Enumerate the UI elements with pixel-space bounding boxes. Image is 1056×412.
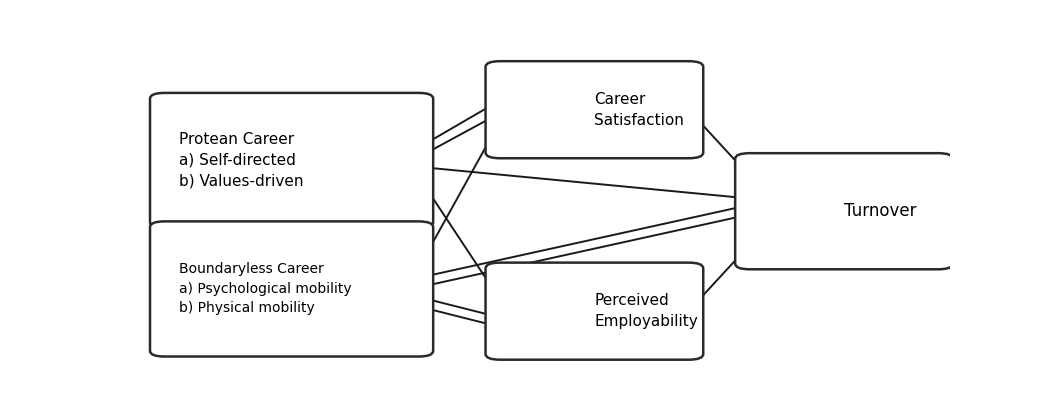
- Text: Protean Career
a) Self-directed
b) Values-driven: Protean Career a) Self-directed b) Value…: [180, 132, 304, 189]
- FancyBboxPatch shape: [735, 153, 953, 269]
- FancyBboxPatch shape: [150, 221, 433, 356]
- Text: Career
Satisfaction: Career Satisfaction: [595, 92, 684, 128]
- FancyBboxPatch shape: [486, 61, 703, 158]
- Text: Perceived
Employability: Perceived Employability: [595, 293, 698, 329]
- FancyBboxPatch shape: [486, 262, 703, 360]
- Text: Boundaryless Career
a) Psychological mobility
b) Physical mobility: Boundaryless Career a) Psychological mob…: [180, 262, 352, 316]
- FancyBboxPatch shape: [150, 93, 433, 228]
- Text: Turnover: Turnover: [844, 202, 917, 220]
